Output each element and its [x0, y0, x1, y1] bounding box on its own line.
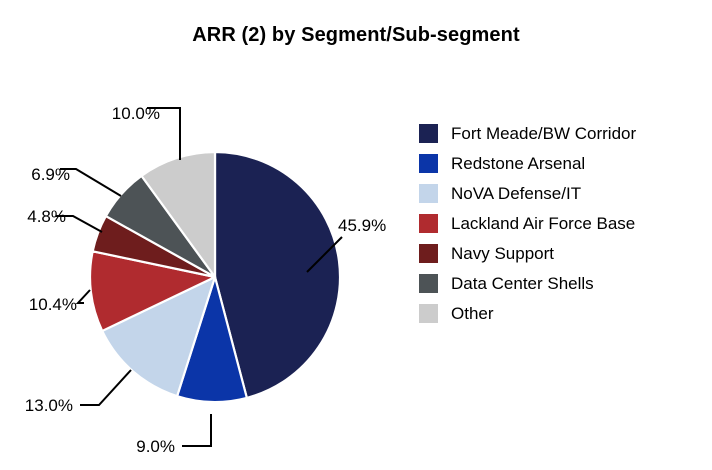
legend-color-swatch	[419, 183, 438, 203]
value-labels-group: 45.9% 9.0% 13.0% 10.4% 4.8% 6.9% 10.0%	[25, 104, 386, 456]
leader-line	[182, 414, 212, 447]
legend-item-label: NoVA Defense/IT	[451, 183, 582, 203]
chart-legend: Fort Meade/BW Corridor Redstone Arsenal No…	[419, 118, 704, 328]
legend-item-label: Lackland Air Force Base	[451, 213, 636, 233]
legend-item[interactable]: Redstone Arsenal	[419, 148, 704, 178]
leader-line	[56, 215, 103, 233]
slice-value-label: 10.4%	[29, 295, 77, 314]
legend-item[interactable]: NoVA Defense/IT	[419, 178, 704, 208]
legend-item-label: Redstone Arsenal	[451, 153, 586, 173]
leader-line	[75, 289, 91, 304]
legend-color-swatch	[419, 273, 438, 293]
legend-item-label: Fort Meade/BW Corridor	[451, 123, 637, 143]
legend-item[interactable]: Lackland Air Force Base	[419, 208, 704, 238]
leader-lines-group	[56, 107, 343, 447]
pie-slice[interactable]	[140, 150, 217, 279]
slice-value-label: 45.9%	[338, 216, 386, 235]
legend-item[interactable]: Navy Support	[419, 238, 704, 268]
legend-color-swatch	[419, 153, 438, 173]
pie-slices-group	[88, 150, 342, 404]
leader-line	[80, 369, 132, 406]
slice-value-label: 4.8%	[27, 207, 66, 226]
legend-item[interactable]: Other	[419, 298, 704, 328]
legend-color-swatch	[419, 123, 438, 143]
legend-item-label: Navy Support	[451, 243, 554, 263]
pie-slice[interactable]	[101, 275, 217, 398]
legend-color-swatch	[419, 243, 438, 263]
legend-item-label: Data Center Shells	[451, 273, 594, 293]
legend-item[interactable]: Data Center Shells	[419, 268, 704, 298]
slice-value-label: 9.0%	[136, 437, 175, 456]
legend-item-label: Other	[451, 303, 494, 323]
slice-value-label: 10.0%	[112, 104, 160, 123]
chart-title: ARR (2) by Segment/Sub-segment	[192, 24, 520, 46]
leader-line	[306, 236, 343, 273]
slice-value-label: 6.9%	[31, 165, 70, 184]
pie-slice[interactable]	[213, 150, 342, 399]
legend-color-swatch	[419, 213, 438, 233]
slice-value-label: 13.0%	[25, 396, 73, 415]
legend-color-swatch	[419, 303, 438, 323]
leader-line	[60, 168, 122, 197]
leader-line	[147, 107, 181, 160]
legend-item[interactable]: Fort Meade/BW Corridor	[419, 118, 704, 148]
